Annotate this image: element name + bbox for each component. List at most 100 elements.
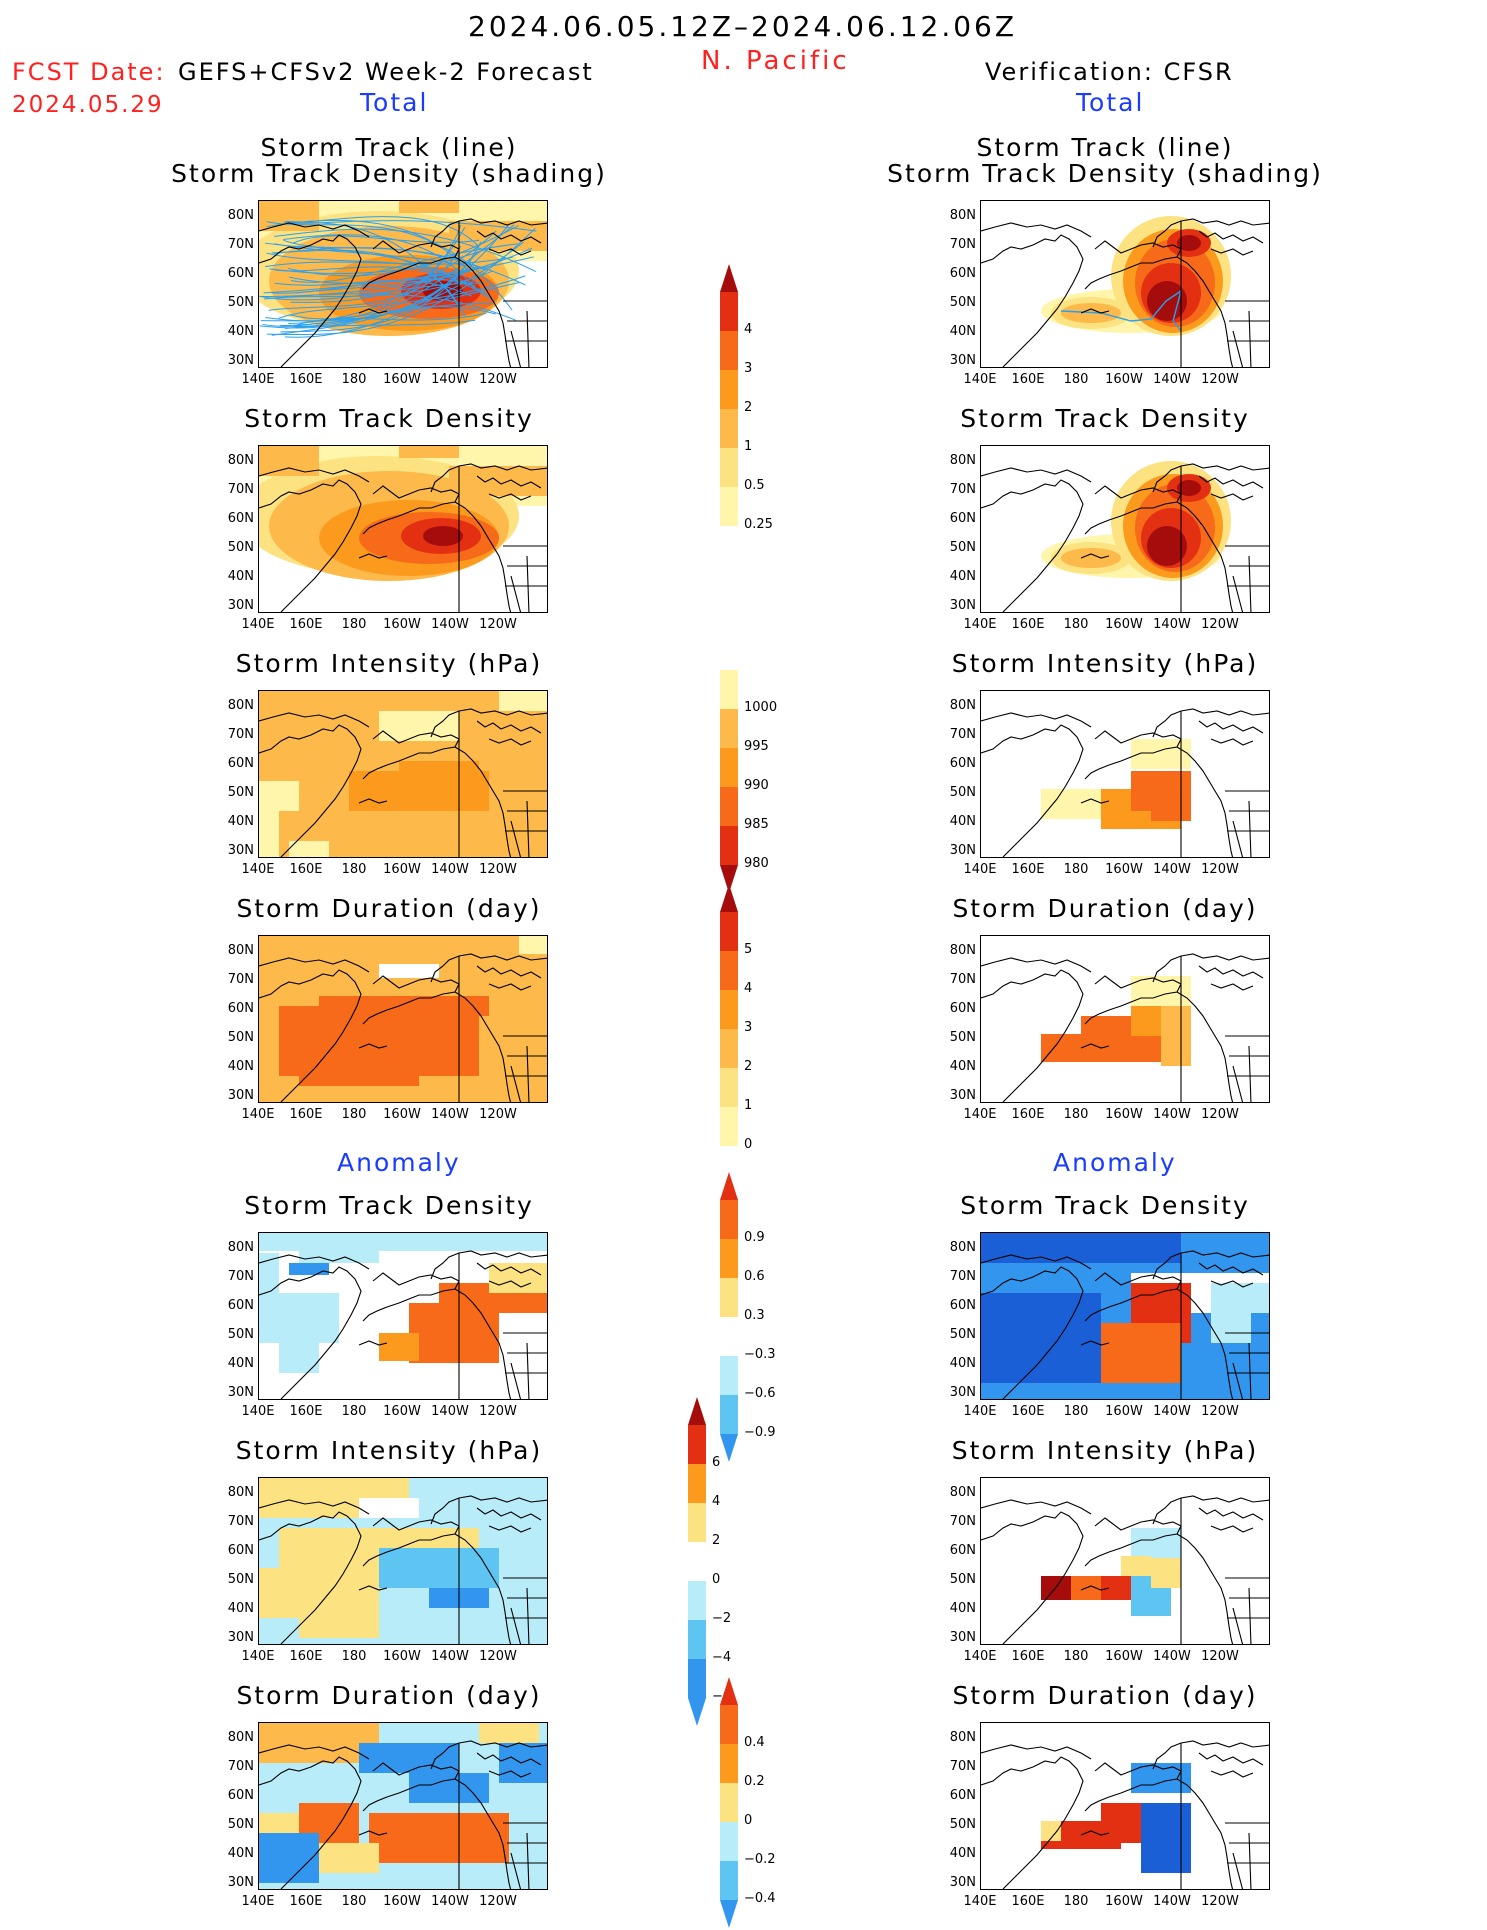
- coastline: [1199, 1753, 1263, 1765]
- anomaly-label-left: Anomaly: [337, 1148, 461, 1177]
- lat-tick-label: 80N: [214, 698, 254, 713]
- lat-tick-label: 50N: [214, 540, 254, 555]
- total-label-right: Total: [1076, 88, 1144, 117]
- coastline: [1199, 966, 1263, 978]
- colorbar-swatch: [720, 1200, 738, 1239]
- coastline: [503, 301, 548, 368]
- lat-tick-label: 80N: [936, 943, 976, 958]
- coastline: [981, 1500, 1091, 1514]
- lat-tick-label: 70N: [214, 237, 254, 252]
- colorbar-label: −0.2: [744, 1852, 776, 1867]
- grid-cell-block: [319, 996, 489, 1016]
- colorbar-arrow-bottom: [720, 526, 738, 554]
- title-anom-duration-right: Storm Duration (day): [855, 1681, 1355, 1710]
- lat-tick-label: 70N: [214, 972, 254, 987]
- grid-cell-block: [379, 964, 439, 978]
- lon-tick-label: 160W: [377, 1107, 427, 1122]
- map-panel-l-dur: [258, 935, 548, 1103]
- map-canvas: [259, 1233, 548, 1400]
- map-panel-l-adens: [258, 1232, 548, 1400]
- map-canvas: [981, 201, 1270, 368]
- lat-tick-label: 50N: [936, 785, 976, 800]
- lon-tick-label: 140W: [1147, 372, 1197, 387]
- lon-tick-label: 180: [1051, 862, 1101, 877]
- lat-tick-label: 70N: [214, 1269, 254, 1284]
- colorbar-swatch: [720, 1705, 738, 1744]
- lat-tick-label: 70N: [936, 972, 976, 987]
- title-track-line-right: Storm Track (line): [855, 133, 1355, 162]
- lon-tick-label: 120W: [1195, 862, 1245, 877]
- title-density-left: Storm Track Density: [139, 404, 639, 433]
- colorbar-duration-anom: [718, 1675, 742, 1930]
- map-canvas: [981, 936, 1270, 1103]
- lon-tick-label: 160W: [377, 862, 427, 877]
- lat-tick-label: 70N: [936, 1759, 976, 1774]
- lat-tick-label: 60N: [214, 266, 254, 281]
- coastline: [1225, 1578, 1270, 1645]
- colorbar-swatch: [720, 912, 738, 951]
- coastline: [981, 223, 1091, 237]
- lon-tick-label: 140E: [955, 1404, 1005, 1419]
- lon-tick-label: 180: [1051, 617, 1101, 632]
- title-anom-intensity-left: Storm Intensity (hPa): [139, 1436, 639, 1465]
- lon-tick-label: 140E: [233, 1404, 283, 1419]
- grid-cell-block: [1131, 1528, 1181, 1558]
- colorbar-label: 0.2: [744, 1774, 765, 1789]
- grid-cell-block: [359, 1498, 419, 1518]
- colorbar-swatch: [688, 1620, 706, 1659]
- lat-tick-label: 40N: [936, 1601, 976, 1616]
- lon-tick-label: 160E: [1003, 372, 1053, 387]
- lat-tick-label: 30N: [214, 598, 254, 613]
- coastline: [1225, 791, 1270, 858]
- colorbar-label: 980: [744, 856, 769, 871]
- lon-tick-label: 160E: [1003, 1649, 1053, 1664]
- map-canvas: [981, 1723, 1270, 1890]
- lon-tick-label: 140W: [1147, 617, 1197, 632]
- lat-tick-label: 70N: [936, 1514, 976, 1529]
- lat-tick-label: 30N: [936, 1630, 976, 1645]
- colorbar-label: 0: [712, 1572, 720, 1587]
- grid-cell-block: [379, 1333, 419, 1361]
- lon-tick-label: 140E: [955, 862, 1005, 877]
- colorbar-swatch: [720, 1317, 738, 1356]
- lon-tick-label: 140E: [233, 1649, 283, 1664]
- lon-tick-label: 140E: [233, 862, 283, 877]
- lon-tick-label: 140W: [1147, 1404, 1197, 1419]
- fcst-model: GEFS+CFSv2 Week-2 Forecast: [178, 58, 594, 86]
- title-anom-intensity-right: Storm Intensity (hPa): [855, 1436, 1355, 1465]
- lat-tick-label: 80N: [936, 208, 976, 223]
- grid-cell-block: [299, 1066, 419, 1086]
- coastline: [1225, 301, 1270, 368]
- lat-tick-label: 30N: [214, 1088, 254, 1103]
- lat-tick-label: 80N: [214, 943, 254, 958]
- colorbar-swatch: [720, 709, 738, 748]
- lat-tick-label: 70N: [936, 482, 976, 497]
- lat-tick-label: 30N: [214, 1630, 254, 1645]
- coastline: [981, 713, 1091, 727]
- colorbar-label: 6: [712, 1455, 720, 1470]
- lon-tick-label: 120W: [473, 862, 523, 877]
- colorbar-density-anom: [718, 1170, 742, 1464]
- lon-tick-label: 180: [1051, 1649, 1101, 1664]
- title-duration-right: Storm Duration (day): [855, 894, 1355, 923]
- lon-tick-label: 180: [329, 372, 379, 387]
- lat-tick-label: 50N: [936, 1572, 976, 1587]
- lat-tick-label: 80N: [936, 1730, 976, 1745]
- coastline: [1211, 984, 1253, 990]
- lon-tick-label: 160W: [377, 1894, 427, 1909]
- colorbar-arrow-top: [720, 1172, 738, 1200]
- colorbar-arrow-top: [688, 1397, 706, 1425]
- map-panel-r-dens: [980, 445, 1270, 613]
- map-panel-l-aint: [258, 1477, 548, 1645]
- grid-cell-block: [279, 1006, 479, 1076]
- grid-cell-block: [1151, 801, 1191, 821]
- lon-tick-label: 160E: [281, 862, 331, 877]
- map-panel-l-track: [258, 200, 548, 368]
- lat-tick-label: 40N: [214, 1356, 254, 1371]
- lat-tick-label: 30N: [214, 353, 254, 368]
- grid-cell-block: [259, 1813, 299, 1833]
- coastline: [1225, 546, 1270, 613]
- lon-tick-label: 160W: [377, 617, 427, 632]
- lon-tick-label: 160E: [281, 372, 331, 387]
- lat-tick-label: 60N: [936, 511, 976, 526]
